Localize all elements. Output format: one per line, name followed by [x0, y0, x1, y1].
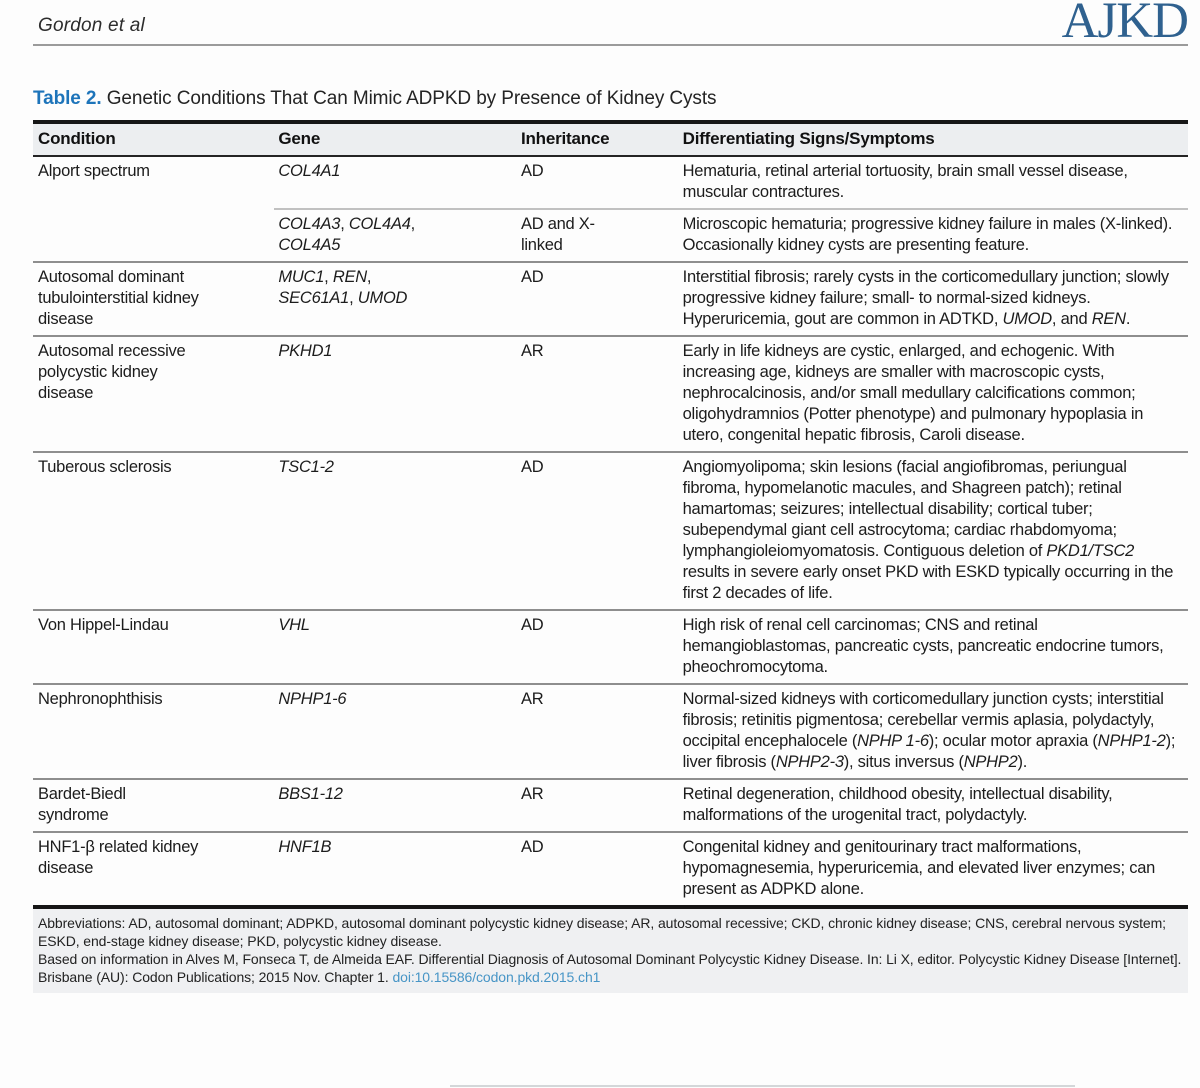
gene-cell: TSC1-2: [274, 451, 517, 610]
table-row: Autosomal recessive polycystic kidney di…: [33, 335, 1188, 452]
table-caption: Table 2. Genetic Conditions That Can Mim…: [33, 88, 1188, 110]
gene-cell: NPHP1-6: [274, 683, 517, 779]
signs-cell: Normal-sized kidneys with corticomedulla…: [678, 683, 1188, 779]
running-head: Gordon et al: [38, 15, 145, 36]
table-row: Nephronophthisis NPHP1-6 AR Normal-sized ki…: [33, 683, 1188, 779]
signs-cell: Hematuria, retinal arterial tortuosity, …: [682, 162, 1128, 201]
signs-cell: Retinal degeneration, childhood obesity,…: [678, 778, 1188, 832]
table-header-row: Condition Gene Inheritance Differentiating …: [33, 124, 1188, 157]
condition-cell: Nephronophthisis: [33, 683, 275, 779]
journal-page: Gordon et al AJKD Table 2. Genetic Condi…: [33, 0, 1189, 993]
gene-cell: VHL: [274, 609, 517, 684]
column-header: Condition: [33, 124, 275, 157]
condition-cell: Autosomal dominant tubulointerstitial ki…: [33, 261, 275, 336]
inheritance-cell: AD: [516, 261, 679, 336]
signs-cell: High risk of renal cell carcinomas; CNS …: [678, 609, 1188, 684]
table-footnotes: Abbreviations: AD, autosomal dominant; A…: [33, 909, 1188, 993]
column-header: Gene: [274, 124, 517, 157]
table-row: Autosomal dominant tubulointerstitial ki…: [33, 261, 1188, 336]
gene-cell: HNF1B: [274, 831, 517, 905]
condition-cell: Alport spectrum: [38, 162, 150, 180]
signs-cell: Interstitial fibrosis; rarely cysts in t…: [678, 261, 1188, 336]
genetic-conditions-table: Condition Gene Inheritance Differentiating …: [33, 120, 1188, 909]
table-row: Alport spectrum COL4A1 AD Hematuria, retina…: [33, 156, 1188, 209]
table-label: Table 2.: [33, 88, 102, 109]
signs-cell: Microscopic hematuria; progressive kidne…: [678, 208, 1188, 262]
condition-cell: [33, 209, 274, 262]
gene-cell: MUC1, REN, SEC61A1, UMOD: [274, 261, 517, 336]
inheritance-cell: AR: [516, 683, 679, 779]
footnote-abbreviations: Abbreviations: AD, autosomal dominant; A…: [38, 915, 1166, 949]
table-row: HNF1-β related kidney disease HNF1B AD Cong…: [33, 831, 1188, 905]
table-row: Von Hippel-Lindau VHL AD High risk of renal…: [33, 609, 1188, 684]
condition-cell: Von Hippel-Lindau: [33, 609, 275, 684]
column-header: Differentiating Signs/Symptoms: [678, 124, 1188, 157]
footnote-source: Based on information in Alves M, Fonseca…: [38, 950, 1182, 986]
signs-cell: Angiomyolipoma; skin lesions (facial ang…: [678, 451, 1188, 610]
condition-cell: Autosomal recessive polycystic kidney di…: [33, 335, 275, 452]
masthead: Gordon et al AJKD: [33, 0, 1189, 49]
column-header: Inheritance: [516, 124, 679, 157]
footnote-source-text: Based on information in Alves M, Fonseca…: [38, 951, 1182, 985]
table-row: COL4A3, COL4A4, COL4A5 AD and X-linked Mic…: [33, 208, 1188, 262]
inheritance-cell: AD: [520, 162, 544, 180]
condition-cell: HNF1-β related kidney disease: [33, 831, 275, 905]
signs-cell: Congenital kidney and genitourinary trac…: [678, 831, 1188, 905]
inheritance-cell: AD: [516, 831, 679, 905]
scan-artifact-rule: [450, 1085, 1075, 1087]
table-title-text: Genetic Conditions That Can Mimic ADPKD …: [106, 88, 717, 109]
inheritance-cell: AR: [516, 335, 679, 452]
journal-logo: AJKD: [1061, 0, 1189, 49]
condition-cell: Bardet-Biedl syndrome: [33, 778, 275, 832]
inheritance-cell: AD: [516, 609, 679, 684]
table-row: Bardet-Biedl syndrome BBS1-12 AR Retinal de…: [33, 778, 1188, 832]
inheritance-cell: AR: [516, 778, 679, 832]
condition-cell: Tuberous sclerosis: [33, 451, 275, 610]
signs-cell: Early in life kidneys are cystic, enlarg…: [678, 335, 1188, 452]
inheritance-cell: AD: [516, 451, 679, 610]
gene-cell: COL4A3, COL4A4, COL4A5: [274, 208, 517, 262]
table-row: Tuberous sclerosis TSC1-2 AD Angiomyolipoma…: [33, 451, 1188, 610]
doi-link[interactable]: doi:10.15586/codon.pkd.2015.ch1: [392, 969, 601, 985]
inheritance-cell: AD and X-linked: [516, 208, 679, 262]
gene-cell: BBS1-12: [274, 778, 517, 832]
gene-cell: PKHD1: [274, 335, 517, 452]
gene-cell: COL4A1: [278, 162, 341, 180]
